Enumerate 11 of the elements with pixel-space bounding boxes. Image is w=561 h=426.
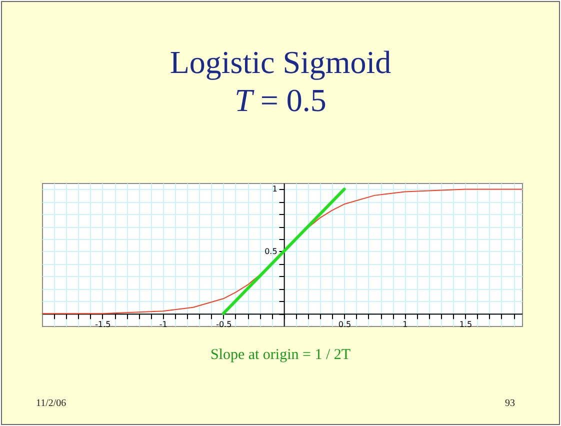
- x-tick-label: -1.5: [95, 320, 111, 330]
- x-tick-label: 1: [402, 320, 408, 330]
- chart-subtitle: T = 0.5: [234, 82, 328, 118]
- chart-title: Logistic Sigmoid: [168, 44, 392, 80]
- text: Slope at origin = 1 / 2T: [209, 347, 352, 364]
- x-tick-label: -0.5: [216, 320, 232, 330]
- text: 11/2/06: [36, 398, 66, 409]
- x-tick-label: 1.5: [459, 320, 472, 330]
- x-tick-label: -1: [159, 320, 168, 330]
- text: 93: [505, 398, 515, 409]
- x-tick-label: 0.5: [338, 320, 352, 330]
